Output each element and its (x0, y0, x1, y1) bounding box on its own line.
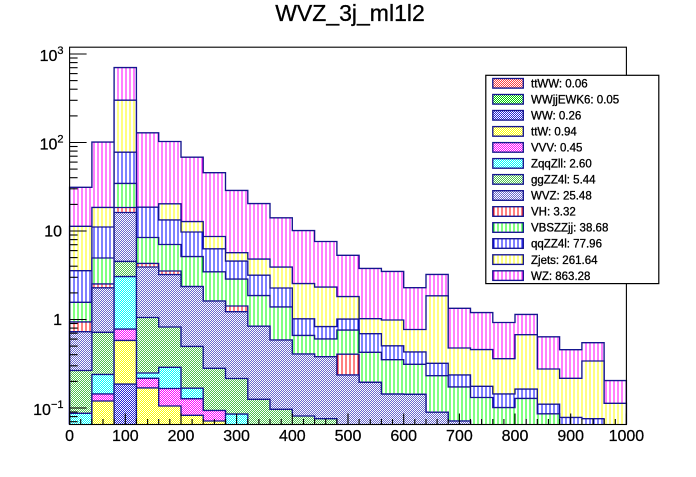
svg-text:VVV: 0.45: VVV: 0.45 (531, 143, 582, 155)
svg-text:900: 900 (557, 428, 584, 445)
svg-text:Zjets: 261.64: Zjets: 261.64 (531, 255, 598, 267)
svg-text:100: 100 (112, 428, 139, 445)
svg-text:1000: 1000 (609, 428, 645, 445)
svg-text:WW: 0.26: WW: 0.26 (531, 111, 581, 123)
svg-text:102: 102 (40, 134, 64, 154)
svg-text:103: 103 (40, 45, 64, 65)
svg-text:700: 700 (446, 428, 473, 445)
svg-text:0: 0 (65, 428, 74, 445)
svg-text:800: 800 (502, 428, 529, 445)
svg-text:ZqqZll: 2.60: ZqqZll: 2.60 (531, 159, 592, 171)
svg-text:WZ: 863.28: WZ: 863.28 (531, 271, 590, 283)
svg-text:qqZZ4l: 77.96: qqZZ4l: 77.96 (531, 239, 602, 251)
svg-text:ttW: 0.94: ttW: 0.94 (531, 127, 577, 139)
svg-text:VBSZZjj: 38.68: VBSZZjj: 38.68 (531, 223, 608, 235)
svg-text:WVZ: 25.48: WVZ: 25.48 (531, 191, 592, 203)
svg-text:VH: 3.32: VH: 3.32 (531, 207, 576, 219)
svg-text:ttWW: 0.06: ttWW: 0.06 (531, 79, 588, 91)
svg-text:10: 10 (44, 224, 62, 241)
svg-text:500: 500 (335, 428, 362, 445)
svg-text:10−1: 10−1 (33, 399, 63, 419)
svg-text:200: 200 (168, 428, 195, 445)
svg-text:300: 300 (223, 428, 250, 445)
svg-text:600: 600 (390, 428, 417, 445)
svg-text:WWjjEWK6: 0.05: WWjjEWK6: 0.05 (531, 95, 619, 107)
svg-text:ggZZ4l: 5.44: ggZZ4l: 5.44 (531, 175, 596, 187)
svg-text:1: 1 (53, 312, 62, 329)
svg-text:WVZ_3j_ml1l2: WVZ_3j_ml1l2 (275, 0, 425, 26)
svg-text:400: 400 (279, 428, 306, 445)
